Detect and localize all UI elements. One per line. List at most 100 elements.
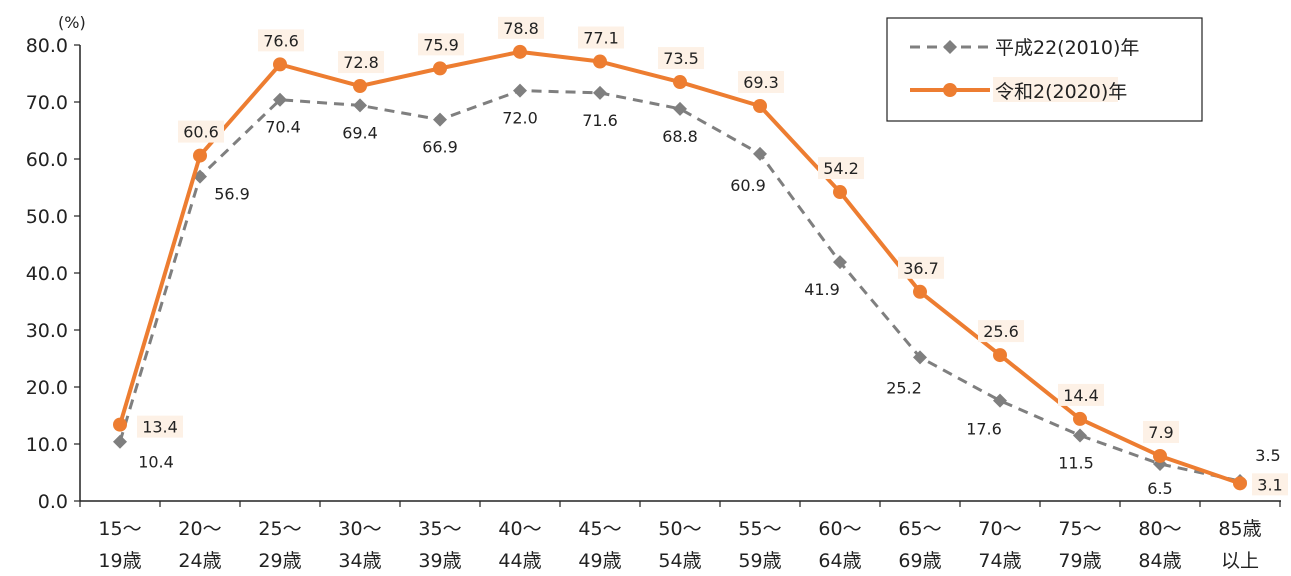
- x-tick-label: 19歳: [98, 550, 141, 572]
- x-tick-label: 69歳: [898, 550, 941, 572]
- x-tick-label: 59歳: [738, 550, 781, 572]
- series-line-0: [118, 89, 1241, 483]
- data-label-2010: 41.9: [804, 280, 840, 299]
- data-label-2010: 66.9: [422, 138, 458, 157]
- data-point-circle: [1153, 448, 1167, 463]
- legend-marker-2010: [943, 40, 957, 54]
- data-label-2020: 73.5: [663, 49, 699, 68]
- data-label-bg-2020: [898, 256, 944, 279]
- data-label-2020: 25.6: [983, 322, 1019, 341]
- x-tick-label: 80～: [1138, 518, 1181, 540]
- x-tick-label: 49歳: [578, 550, 621, 572]
- data-label-2010: 70.4: [265, 118, 301, 137]
- data-point-diamond: [833, 255, 847, 270]
- data-point-circle: [433, 61, 447, 76]
- x-tick-label: 70～: [978, 518, 1021, 540]
- data-label-2020: 72.8: [343, 53, 379, 72]
- legend: 平成22(2010)年 令和2(2020)年: [886, 17, 1203, 122]
- x-tick-label: 55～: [738, 518, 781, 540]
- y-tick-label: 40.0: [26, 263, 68, 285]
- x-tick-label: 39歳: [418, 550, 461, 572]
- y-tick-label: 70.0: [26, 92, 68, 114]
- data-point-diamond: [993, 393, 1007, 408]
- data-label-2010: 72.0: [502, 109, 538, 128]
- legend-label-2020: 令和2(2020)年: [995, 81, 1127, 103]
- x-tick-label: 24歳: [178, 550, 221, 572]
- data-label-bg-2020: [738, 70, 784, 93]
- data-point-diamond: [753, 146, 767, 161]
- data-label-2010: 56.9: [214, 185, 250, 204]
- data-point-circle: [1073, 411, 1087, 426]
- x-tick-label: 84歳: [1138, 550, 1181, 572]
- data-label-bg-2020: [818, 157, 864, 180]
- data-label-bg-2020: [1143, 420, 1179, 443]
- data-point-circle: [993, 348, 1007, 363]
- y-tick-label: 20.0: [26, 377, 68, 399]
- y-tick-label: 10.0: [26, 434, 68, 456]
- data-label-2010: 11.5: [1058, 453, 1094, 472]
- data-point-circle: [513, 44, 527, 59]
- legend-frame: [886, 17, 1203, 122]
- data-point-diamond: [273, 92, 287, 107]
- y-tick-label: 30.0: [26, 320, 68, 342]
- data-label-2010: 3.5: [1255, 446, 1280, 465]
- data-label-bg-2020: [658, 47, 704, 70]
- data-point-diamond: [913, 350, 927, 365]
- data-point-circle: [113, 417, 127, 432]
- data-label-bg-2020: [978, 320, 1024, 343]
- data-label-2020: 75.9: [423, 35, 459, 54]
- data-point-circle: [1233, 476, 1247, 491]
- data-label-bg-2020: [498, 16, 544, 39]
- data-point-circle: [273, 57, 287, 72]
- x-tick-label: 75～: [1058, 518, 1101, 540]
- legend-label-2010: 平成22(2010)年: [995, 37, 1139, 59]
- data-label-2020: 36.7: [903, 259, 939, 278]
- x-tick-label: 20～: [178, 518, 221, 540]
- data-label-2010: 60.9: [730, 176, 766, 195]
- data-label-2020: 76.6: [263, 31, 299, 50]
- x-tick-label: 35～: [418, 518, 461, 540]
- data-label-2020: 14.4: [1063, 386, 1099, 405]
- data-point-diamond: [353, 98, 367, 113]
- y-tick-label: 80.0: [26, 35, 68, 57]
- x-tick-label: 15～: [98, 518, 141, 540]
- data-label-2010: 6.5: [1147, 479, 1172, 498]
- data-label-2020: 69.3: [743, 73, 779, 92]
- x-tick-label: 74歳: [978, 550, 1021, 572]
- data-label-2010: 17.6: [966, 420, 1002, 439]
- x-tick-label: 44歳: [498, 550, 541, 572]
- data-label-bg-2020: [137, 415, 183, 438]
- data-point-circle: [193, 148, 207, 163]
- y-tick-label: 60.0: [26, 149, 68, 171]
- legend-label-bg-2020: [993, 77, 1118, 102]
- data-point-diamond: [113, 434, 127, 449]
- x-tick-label: 60～: [818, 518, 861, 540]
- x-tick-label: 30～: [338, 518, 381, 540]
- data-label-2020: 7.9: [1148, 423, 1173, 442]
- data-point-circle: [913, 284, 927, 299]
- x-tick-label: 79歳: [1058, 550, 1101, 572]
- x-tick-label: 29歳: [258, 550, 301, 572]
- x-tick-label: 85歳: [1218, 518, 1261, 540]
- data-label-bg-2020: [258, 29, 304, 52]
- y-tick-label: 0.0: [38, 491, 68, 513]
- data-label-2020: 13.4: [142, 418, 178, 437]
- x-tick-label: 以上: [1221, 550, 1259, 572]
- x-tick-label: 25～: [258, 518, 301, 540]
- data-label-2010: 25.2: [886, 378, 922, 397]
- data-label-2020: 54.2: [823, 159, 859, 178]
- data-label-2020: 77.1: [583, 29, 619, 48]
- data-label-2010: 69.4: [342, 123, 378, 142]
- data-label-bg-2020: [418, 33, 464, 56]
- data-label-2010: 71.6: [582, 111, 618, 130]
- data-label-bg-2020: [178, 120, 224, 143]
- data-point-circle: [353, 79, 367, 94]
- x-tick-label: 54歳: [658, 550, 701, 572]
- data-label-bg-2020: [338, 51, 384, 74]
- data-point-circle: [673, 75, 687, 90]
- x-tick-label: 34歳: [338, 550, 381, 572]
- x-tick-label: 64歳: [818, 550, 861, 572]
- x-tick-label: 50～: [658, 518, 701, 540]
- x-tick-label: 40～: [498, 518, 541, 540]
- x-tick-label: 65～: [898, 518, 941, 540]
